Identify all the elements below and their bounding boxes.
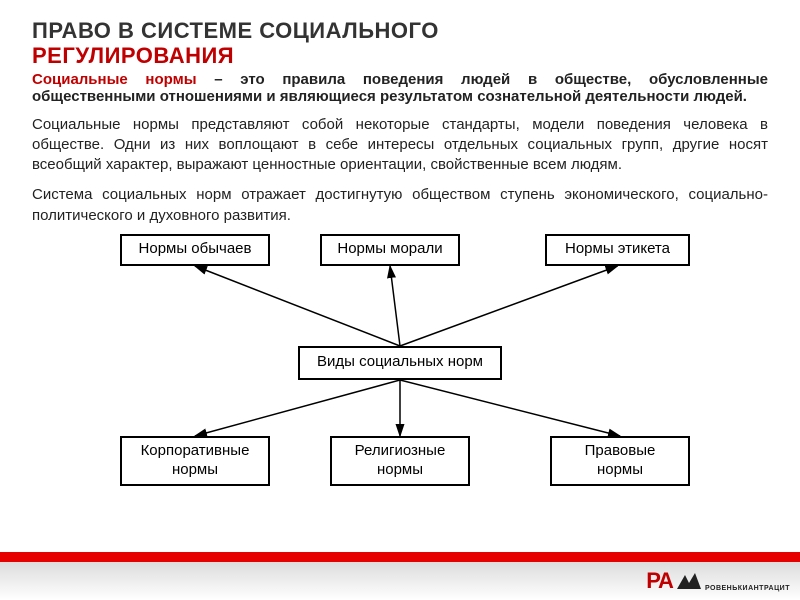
logo-text: РА [646, 568, 673, 594]
definition-term: Социальные нормы [32, 71, 197, 88]
title-line2: РЕГУЛИРОВАНИЯ [32, 43, 234, 68]
logo-sub: РОВЕНЬКИАНТРАЦИТ [705, 585, 790, 592]
node-top-1: Нормы обычаев [120, 234, 270, 266]
logo-icon [675, 571, 703, 591]
node-top-2: Нормы морали [320, 234, 460, 266]
paragraph-2: Система социальных норм отражает достигн… [32, 185, 768, 226]
logo: РА РОВЕНЬКИАНТРАЦИТ [646, 568, 790, 594]
node-center: Виды социальных норм [298, 346, 502, 380]
diagram: Виды социальных норм Нормы обычаев Нормы м… [40, 226, 760, 496]
node-bottom-2: Религиозные нормы [330, 436, 470, 486]
node-bottom-1: Корпоративные нормы [120, 436, 270, 486]
node-top-3: Нормы этикета [545, 234, 690, 266]
title-line1: ПРАВО В СИСТЕМЕ СОЦИАЛЬНОГО [32, 18, 439, 43]
definition: Социальные нормы – это правила поведения… [32, 71, 768, 105]
node-bottom-3: Правовые нормы [550, 436, 690, 486]
accent-bar [0, 552, 800, 562]
paragraph-1: Социальные нормы представляют собой неко… [32, 115, 768, 176]
